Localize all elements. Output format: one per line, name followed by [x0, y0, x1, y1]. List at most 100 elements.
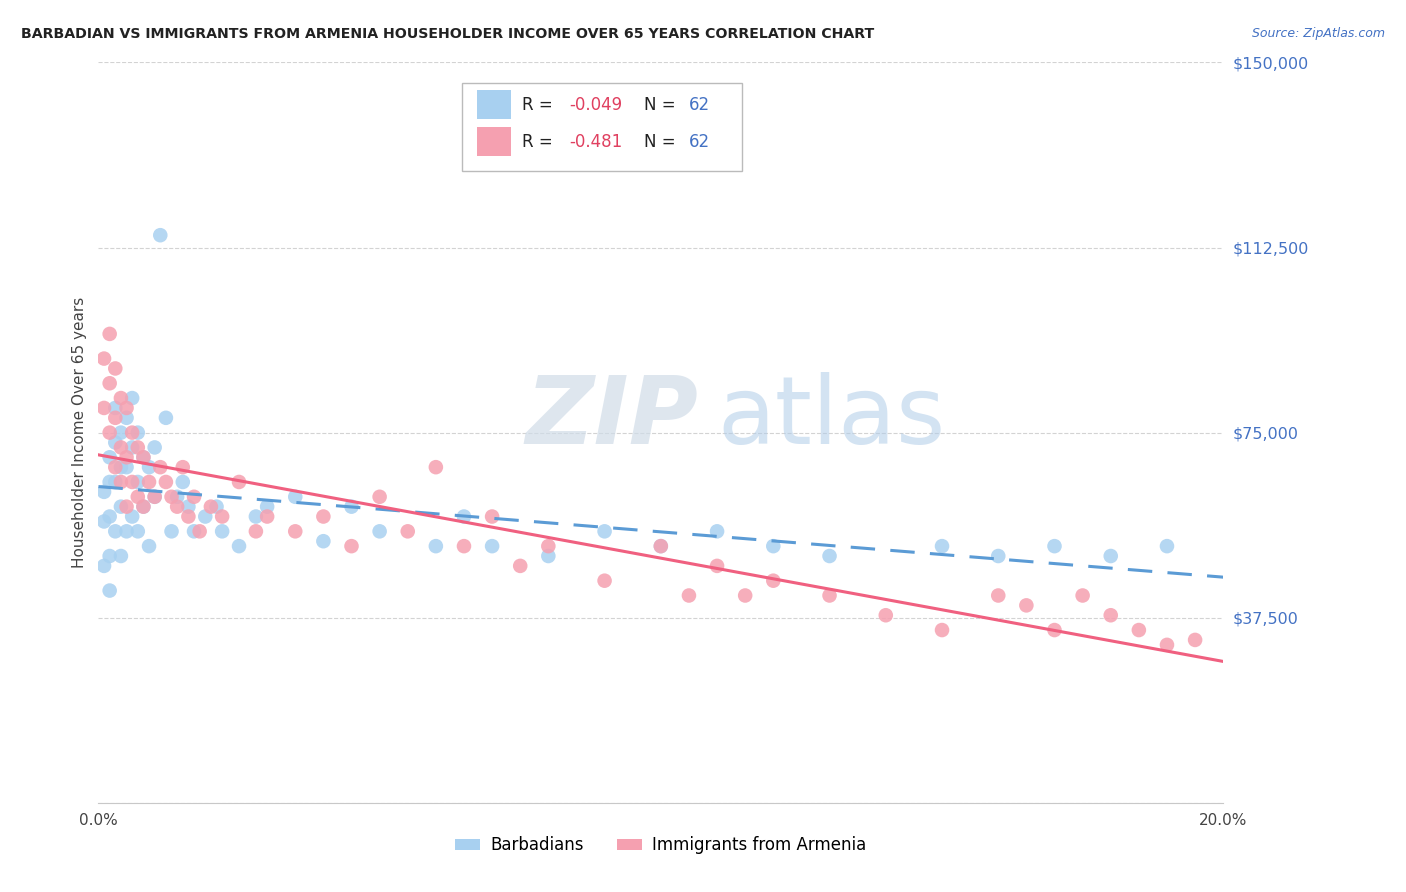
Point [121, 475, 143, 489]
Point [1156, 638, 1178, 652]
Point [138, 475, 160, 489]
Point [509, 558, 531, 573]
Text: Source: ZipAtlas.com: Source: ZipAtlas.com [1251, 27, 1385, 40]
Point [1128, 623, 1150, 637]
Point [734, 589, 756, 603]
Point [121, 441, 143, 455]
Point [481, 539, 503, 553]
Point [98, 509, 121, 524]
Y-axis label: Householder Income Over 65 years: Householder Income Over 65 years [72, 297, 87, 568]
Point [200, 500, 222, 514]
Point [166, 500, 188, 514]
Point [115, 500, 138, 514]
Point [115, 401, 138, 415]
Text: N =: N = [644, 133, 681, 151]
Point [98, 549, 121, 563]
Point [1015, 599, 1038, 613]
Point [453, 539, 475, 553]
Point [183, 524, 205, 539]
Point [104, 410, 127, 425]
Point [98, 326, 121, 341]
Point [172, 475, 194, 489]
Point [104, 401, 127, 415]
Text: N =: N = [644, 95, 681, 113]
Point [149, 228, 172, 243]
Point [104, 460, 127, 475]
Point [678, 589, 700, 603]
Point [143, 490, 166, 504]
Point [183, 490, 205, 504]
Point [143, 490, 166, 504]
Point [110, 475, 132, 489]
Point [481, 509, 503, 524]
Point [177, 509, 200, 524]
Point [312, 509, 335, 524]
Point [818, 549, 841, 563]
Point [593, 524, 616, 539]
Point [987, 589, 1010, 603]
Point [132, 450, 155, 465]
Point [149, 460, 172, 475]
Point [98, 475, 121, 489]
Point [762, 574, 785, 588]
Point [650, 539, 672, 553]
Point [143, 441, 166, 455]
Point [818, 589, 841, 603]
Legend: Barbadians, Immigrants from Armenia: Barbadians, Immigrants from Armenia [449, 830, 873, 861]
Point [284, 490, 307, 504]
Point [931, 539, 953, 553]
Point [284, 524, 307, 539]
Point [104, 475, 127, 489]
Point [166, 490, 188, 504]
Point [228, 475, 250, 489]
Point [93, 515, 115, 529]
Point [115, 524, 138, 539]
Point [211, 524, 233, 539]
Point [110, 441, 132, 455]
Text: ZIP: ZIP [526, 372, 699, 464]
Point [110, 425, 132, 440]
Point [256, 500, 278, 514]
Point [104, 435, 127, 450]
Point [115, 450, 138, 465]
Point [127, 524, 149, 539]
Point [132, 500, 155, 514]
Point [121, 391, 143, 405]
Point [650, 539, 672, 553]
Point [132, 450, 155, 465]
Point [110, 500, 132, 514]
FancyBboxPatch shape [478, 90, 512, 120]
Point [931, 623, 953, 637]
Point [110, 391, 132, 405]
Point [228, 539, 250, 553]
Point [93, 401, 115, 415]
Point [127, 490, 149, 504]
Point [155, 475, 177, 489]
Point [453, 509, 475, 524]
Point [98, 376, 121, 391]
Point [537, 549, 560, 563]
FancyBboxPatch shape [478, 127, 512, 156]
Point [1184, 632, 1206, 647]
Point [160, 524, 183, 539]
Text: atlas: atlas [717, 372, 945, 464]
Point [1156, 539, 1178, 553]
Point [340, 500, 363, 514]
Point [1099, 608, 1122, 623]
Point [1043, 623, 1066, 637]
Point [425, 539, 447, 553]
Point [138, 539, 160, 553]
Point [127, 475, 149, 489]
Point [93, 484, 115, 499]
Point [706, 524, 728, 539]
Point [110, 460, 132, 475]
Point [1071, 589, 1094, 603]
Point [93, 351, 115, 366]
Point [132, 500, 155, 514]
Point [425, 460, 447, 475]
Point [177, 500, 200, 514]
Text: 62: 62 [689, 133, 710, 151]
Point [245, 509, 267, 524]
Point [205, 500, 228, 514]
Point [104, 524, 127, 539]
